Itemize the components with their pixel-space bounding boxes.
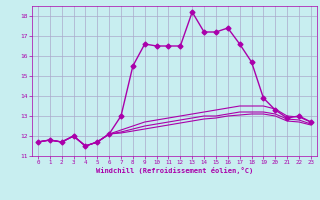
X-axis label: Windchill (Refroidissement éolien,°C): Windchill (Refroidissement éolien,°C) — [96, 167, 253, 174]
